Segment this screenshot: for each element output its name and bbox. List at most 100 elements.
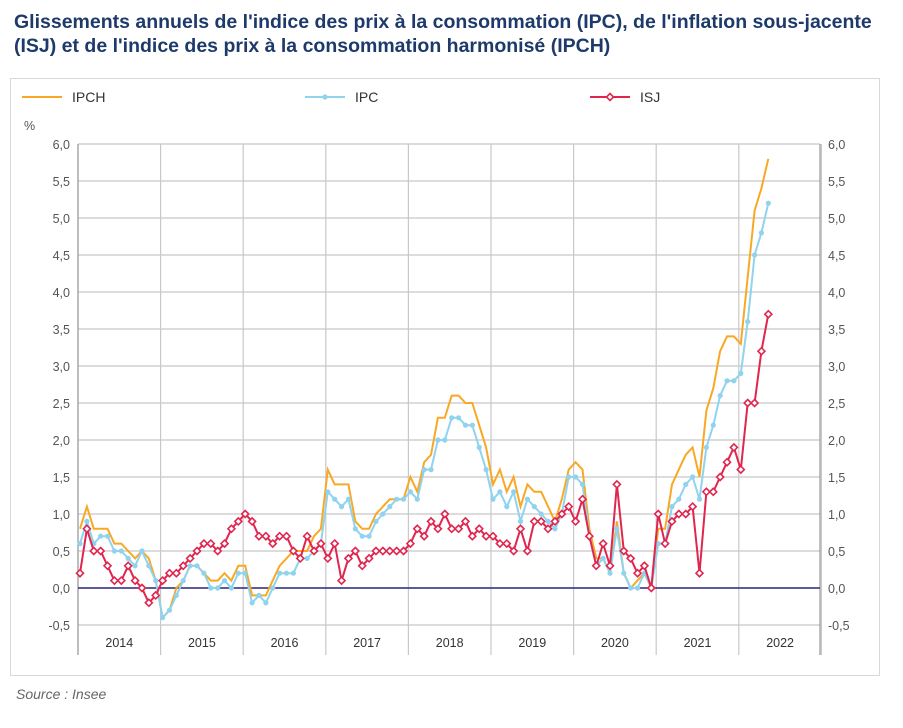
data-point-ipc <box>111 548 118 554</box>
data-point-isj <box>612 479 622 490</box>
data-point-isj <box>385 546 395 556</box>
data-point-ipc <box>710 422 716 428</box>
data-point-ipc <box>483 467 489 473</box>
data-point-ipc <box>256 592 262 599</box>
data-point-isj <box>440 509 450 519</box>
data-point-ipc <box>118 548 124 554</box>
y-tick-label-left: 4,0 <box>53 286 70 300</box>
legend-label-isj: ISJ <box>640 89 660 105</box>
data-point-isj <box>743 398 753 408</box>
data-point-ipc <box>166 607 173 613</box>
y-tick-label-right: 1,0 <box>828 508 845 522</box>
data-point-ipc <box>628 585 634 591</box>
data-point-isj <box>591 561 601 571</box>
data-point-ipc <box>235 570 241 576</box>
data-point-ipc <box>683 481 689 487</box>
data-point-isj <box>756 346 767 356</box>
data-point-isj <box>722 457 732 467</box>
data-point-ipc <box>517 518 524 525</box>
data-point-isj <box>137 583 147 593</box>
data-point-ipc <box>765 200 771 206</box>
data-point-isj <box>226 524 237 534</box>
legend-marker <box>322 94 328 100</box>
data-point-isj <box>674 509 684 519</box>
data-point-ipc <box>290 570 296 576</box>
data-point-isj <box>178 561 188 571</box>
y-tick-label-right: 6,0 <box>828 138 845 152</box>
data-point-isj <box>653 509 663 519</box>
data-point-ipc <box>387 504 393 510</box>
y-tick-label-right: -0,5 <box>828 619 850 633</box>
data-point-isj <box>509 546 519 556</box>
data-point-isj <box>749 398 760 408</box>
data-point-isj <box>639 561 650 571</box>
data-point-isj <box>343 553 354 564</box>
data-point-ipc <box>187 563 193 569</box>
data-point-ipc <box>497 489 503 495</box>
data-point-ipc <box>476 444 482 450</box>
data-point-ipc <box>400 496 407 502</box>
data-point-ipc <box>696 496 703 502</box>
y-tick-label-right: 0,0 <box>828 582 845 596</box>
legend-marker <box>605 92 615 102</box>
data-point-isj <box>729 442 739 453</box>
data-point-isj <box>522 546 533 556</box>
data-point-isj <box>164 568 175 578</box>
data-point-isj <box>467 531 477 541</box>
y-tick-label-right: 2,5 <box>828 397 845 411</box>
x-tick-label: 2017 <box>353 636 381 650</box>
data-point-isj <box>240 509 250 519</box>
data-point-ipc <box>125 555 131 562</box>
data-point-ipc <box>428 467 434 473</box>
x-tick-label: 2014 <box>105 636 133 650</box>
data-point-isj <box>213 546 223 556</box>
data-point-ipc <box>600 555 606 562</box>
y-tick-label-left: -0,5 <box>48 619 70 633</box>
data-point-isj <box>481 531 491 541</box>
data-point-ipc <box>469 422 475 428</box>
data-point-isj <box>123 561 133 571</box>
data-point-isj <box>536 516 546 527</box>
y-axis-unit: % <box>24 119 35 133</box>
data-point-isj <box>371 546 381 556</box>
data-point-ipc <box>221 578 228 584</box>
data-point-isj <box>405 538 416 549</box>
data-point-isj <box>206 538 216 549</box>
data-point-isj <box>357 561 367 571</box>
data-point-isj <box>274 531 285 541</box>
data-point-ipc <box>504 504 510 510</box>
data-point-isj <box>157 575 168 586</box>
data-point-ipc <box>201 570 207 576</box>
y-tick-label-left: 2,0 <box>53 434 70 448</box>
y-tick-label-right: 4,0 <box>828 286 845 300</box>
data-point-ipc <box>634 585 641 591</box>
data-point-ipc <box>407 489 413 495</box>
data-point-ipc <box>104 533 111 539</box>
x-tick-label: 2020 <box>601 636 629 650</box>
data-point-isj <box>564 501 574 512</box>
data-point-isj <box>364 553 374 564</box>
x-tick-label: 2015 <box>188 636 216 650</box>
data-point-isj <box>378 546 388 556</box>
data-point-isj <box>419 531 429 541</box>
data-point-isj <box>151 590 161 601</box>
data-point-isj <box>336 575 347 586</box>
data-point-ipc <box>146 563 152 569</box>
data-point-ipc <box>160 615 166 621</box>
data-point-isj <box>584 531 594 541</box>
data-point-ipc <box>283 570 290 576</box>
data-point-isj <box>557 509 567 519</box>
y-tick-label-right: 5,0 <box>828 212 845 226</box>
data-point-isj <box>316 538 326 549</box>
data-point-isj <box>254 531 264 541</box>
data-point-ipc <box>655 541 661 547</box>
data-point-ipc <box>573 474 579 480</box>
data-point-isj <box>412 524 422 534</box>
chart-frame <box>10 78 880 676</box>
data-point-ipc <box>751 252 758 258</box>
data-point-isj <box>219 538 230 549</box>
data-point-isj <box>632 568 643 578</box>
y-tick-label-left: 1,5 <box>53 471 70 485</box>
y-tick-label-left: 0,0 <box>53 582 70 596</box>
